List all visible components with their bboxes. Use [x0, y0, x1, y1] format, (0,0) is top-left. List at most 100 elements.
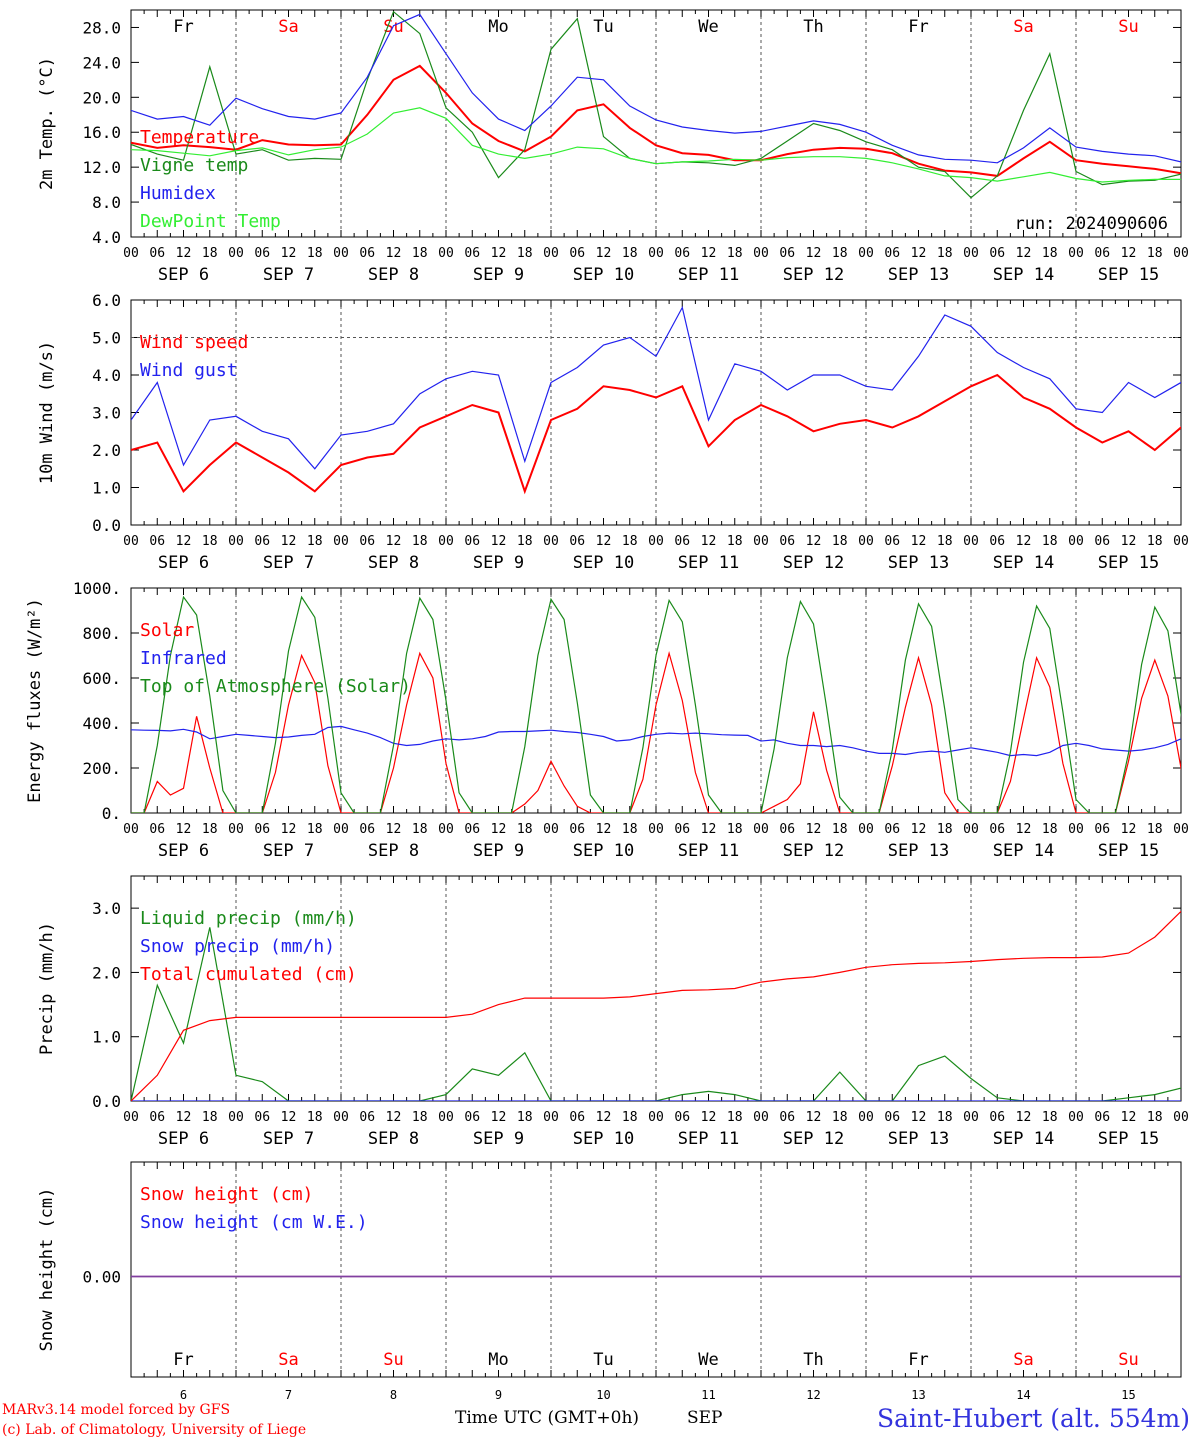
y-tick-label: 6.0	[92, 291, 121, 310]
hour-tick-label: 12	[596, 534, 612, 549]
day-number-label: 7	[285, 1388, 292, 1402]
day-name-label: Mo	[488, 1350, 508, 1370]
hour-tick-label: 06	[779, 246, 795, 261]
series-line	[131, 305, 1181, 470]
hour-tick-label: 12	[491, 246, 507, 261]
hour-tick-label: 06	[884, 534, 900, 549]
y-tick-label: 600.	[82, 669, 121, 688]
y-tick-label: 400.	[82, 714, 121, 733]
legend-entry: Humidex	[140, 183, 216, 204]
hour-tick-label: 06	[254, 534, 270, 549]
hour-tick-label: 12	[176, 246, 192, 261]
day-name-label: Su	[383, 1350, 403, 1370]
hour-tick-label: 18	[937, 1110, 953, 1125]
day-number-label: 6	[180, 1388, 187, 1402]
y-tick-label: 800.	[82, 624, 121, 643]
day-name-label: Sa	[1013, 17, 1033, 37]
hour-tick-label: 06	[569, 822, 585, 837]
series-line	[131, 13, 1181, 164]
hour-tick-label: 06	[149, 534, 165, 549]
hour-tick-label: 00	[333, 822, 349, 837]
panel-1: 4.0 8.0 12.0 16.0 20.0 24.0 28.0 2m Temp. (°C) F…	[37, 9, 1189, 285]
hour-tick-label: 18	[202, 1110, 218, 1125]
hour-tick-label: 12	[281, 246, 297, 261]
date-label: SEP 7	[263, 265, 314, 285]
hour-tick-label: 00	[228, 822, 244, 837]
date-label: SEP 7	[263, 1129, 314, 1149]
hour-tick-label: 18	[517, 1110, 533, 1125]
hour-tick-label: 00	[1068, 534, 1084, 549]
date-label: SEP 14	[993, 1129, 1054, 1149]
hour-tick-label: 18	[412, 246, 428, 261]
legend-entry: Liquid precip (mm/h)	[140, 908, 357, 929]
day-number-label: 9	[495, 1388, 502, 1402]
date-label: SEP 7	[263, 553, 314, 573]
hour-tick-label: 06	[989, 822, 1005, 837]
hour-tick-label: 12	[806, 822, 822, 837]
y-tick-label: 3.0	[92, 899, 121, 918]
date-label: SEP 10	[573, 841, 634, 861]
day-name-label: Su	[1118, 1350, 1138, 1370]
hour-tick-label: 00	[1173, 246, 1189, 261]
date-label: SEP 13	[888, 553, 949, 573]
y-axis-title: Precip (mm/h)	[37, 922, 57, 1055]
month-label: SEP	[687, 1408, 723, 1428]
hour-tick-label: 00	[438, 246, 454, 261]
day-number-label: 15	[1121, 1388, 1135, 1402]
hour-tick-label: 06	[674, 246, 690, 261]
hour-tick-label: 06	[989, 1110, 1005, 1125]
hour-tick-label: 12	[806, 246, 822, 261]
date-label: SEP 6	[158, 553, 209, 573]
y-tick-label: 5.0	[92, 329, 121, 348]
y-tick-label: 2.0	[92, 441, 121, 460]
hour-tick-label: 06	[359, 822, 375, 837]
hour-tick-label: 12	[1016, 534, 1032, 549]
hour-tick-label: 06	[359, 246, 375, 261]
series-line	[131, 373, 1181, 495]
date-label: SEP 15	[1098, 265, 1159, 285]
hour-tick-label: 18	[412, 1110, 428, 1125]
hour-tick-label: 06	[884, 246, 900, 261]
x-axis-title: Time UTC (GMT+0h)	[455, 1408, 639, 1428]
hour-tick-label: 06	[884, 1110, 900, 1125]
day-number-label: 13	[911, 1388, 925, 1402]
hour-tick-label: 06	[779, 822, 795, 837]
hour-tick-label: 18	[307, 534, 323, 549]
hour-tick-label: 12	[1016, 246, 1032, 261]
hour-tick-label: 18	[727, 822, 743, 837]
y-tick-label: 4.0	[92, 228, 121, 247]
day-name-label: Fr	[173, 1350, 193, 1370]
date-label: SEP 6	[158, 265, 209, 285]
series-line	[131, 650, 1181, 813]
date-label: SEP 6	[158, 841, 209, 861]
legend-entry: Wind gust	[140, 360, 238, 381]
hour-tick-label: 12	[491, 1110, 507, 1125]
day-number-label: 8	[390, 1388, 397, 1402]
hour-tick-label: 18	[517, 246, 533, 261]
date-label: SEP 13	[888, 265, 949, 285]
hour-tick-label: 18	[622, 1110, 638, 1125]
hour-tick-label: 06	[464, 246, 480, 261]
hour-tick-label: 06	[779, 534, 795, 549]
y-axis-title: Energy fluxes (W/m²)	[25, 598, 45, 803]
date-label: SEP 8	[368, 1129, 419, 1149]
panel-2: 0.0 1.0 2.0 3.0 4.0 5.0 6.0 10m Wind (m/s) 00 06 1…	[37, 291, 1189, 573]
legend-entry: Total cumulated (cm)	[140, 964, 357, 985]
date-label: SEP 13	[888, 841, 949, 861]
date-label: SEP 15	[1098, 553, 1159, 573]
legend-entry: Vigne temp	[140, 155, 248, 176]
day-name-label: Su	[1118, 17, 1138, 37]
date-label: SEP 15	[1098, 1129, 1159, 1149]
hour-tick-label: 00	[438, 534, 454, 549]
hour-tick-label: 00	[753, 534, 769, 549]
hour-tick-label: 12	[806, 1110, 822, 1125]
date-label: SEP 11	[678, 1129, 739, 1149]
hour-tick-label: 00	[123, 246, 139, 261]
day-name-label: Sa	[1013, 1350, 1033, 1370]
hour-tick-label: 18	[622, 822, 638, 837]
hour-tick-label: 00	[543, 822, 559, 837]
y-tick-label: 200.	[82, 759, 121, 778]
hour-tick-label: 00	[438, 822, 454, 837]
hour-tick-label: 06	[569, 534, 585, 549]
hour-tick-label: 00	[543, 246, 559, 261]
